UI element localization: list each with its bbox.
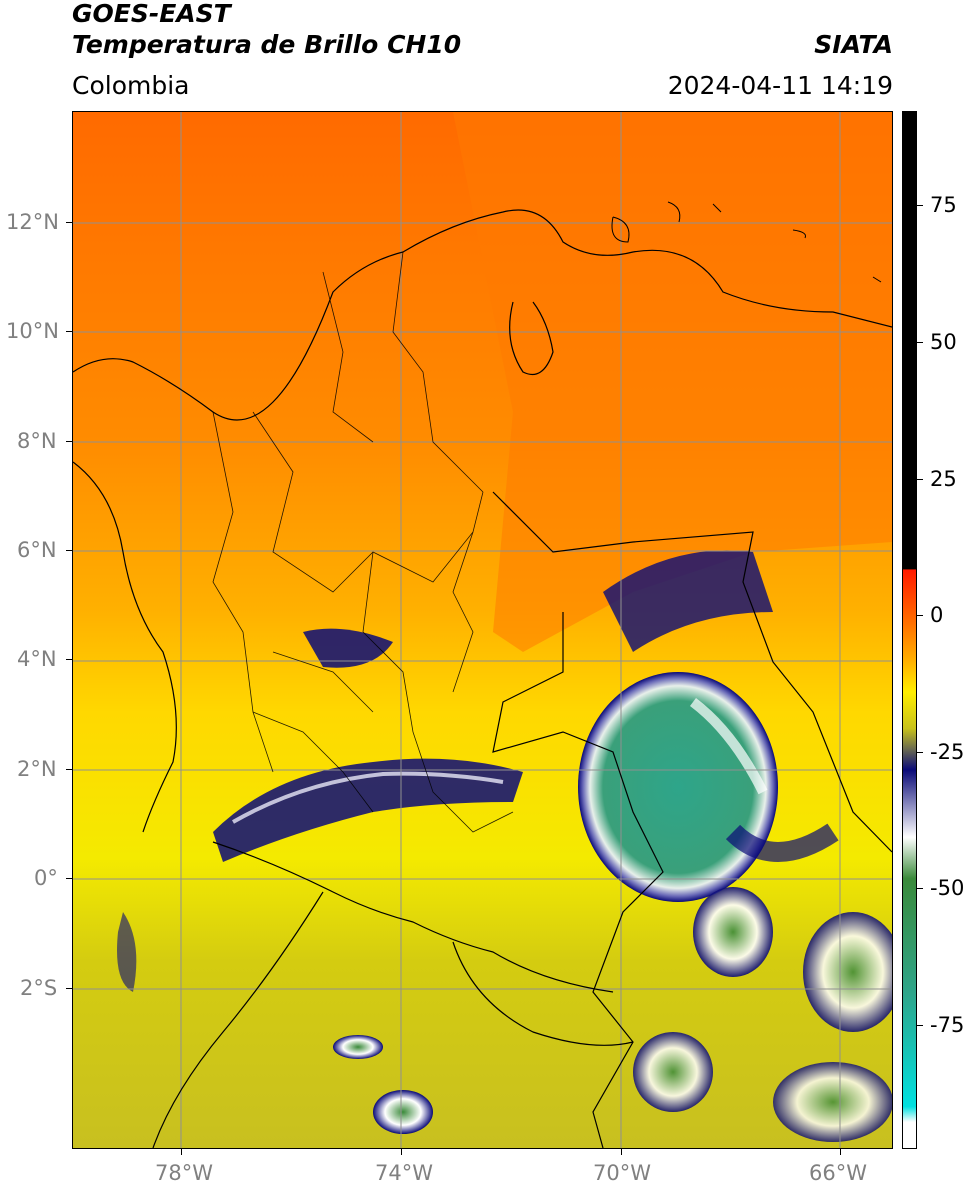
lat-label: 10°N	[6, 319, 59, 343]
source-label: SIATA	[814, 30, 893, 59]
lon-label: 74°W	[375, 1161, 433, 1185]
lat-label: 6°N	[17, 538, 57, 562]
colorbar-tick	[917, 752, 923, 753]
lat-tick-mark	[66, 659, 72, 660]
lat-tick-mark	[66, 769, 72, 770]
colorbar-tick	[917, 1025, 923, 1026]
lat-tick-mark	[66, 331, 72, 332]
lat-tick-mark	[66, 878, 72, 879]
colorbar-tick	[917, 888, 923, 889]
lat-label: 4°N	[17, 647, 57, 671]
title-product: Temperatura de Brillo CH10	[72, 30, 462, 59]
colorbar-label: 50	[930, 330, 957, 354]
lon-label: 78°W	[155, 1161, 213, 1185]
region-label: Colombia	[72, 71, 190, 100]
lat-tick-mark	[66, 988, 72, 989]
lat-label: 12°N	[6, 210, 59, 234]
colorbar-tick	[917, 615, 923, 616]
lat-tick-mark	[66, 441, 72, 442]
lat-tick-mark	[66, 222, 72, 223]
timestamp-label: 2024-04-11 14:19	[667, 71, 893, 100]
colorbar-label: 0	[930, 603, 944, 627]
colorbar-label: -50	[930, 876, 965, 900]
lon-label: 66°W	[809, 1161, 867, 1185]
colorbar-label: 25	[930, 467, 957, 491]
title-satellite: GOES-EAST	[72, 0, 231, 28]
colorbar-tick	[917, 205, 923, 206]
colorbar-tick	[917, 342, 923, 343]
temperature-colorbar	[902, 111, 917, 1149]
lon-label: 70°W	[593, 1161, 651, 1185]
lon-tick-mark	[840, 1149, 841, 1155]
lat-label: 2°N	[17, 757, 57, 781]
lon-tick-mark	[181, 1149, 182, 1155]
satellite-map	[72, 111, 893, 1149]
lon-tick-mark	[621, 1149, 622, 1155]
colorbar-tick	[917, 479, 923, 480]
lat-label: 8°N	[17, 429, 57, 453]
lat-label: 0°	[34, 866, 58, 890]
colorbar-label: -75	[930, 1013, 965, 1037]
colorbar-label: 75	[930, 193, 957, 217]
lon-tick-mark	[401, 1149, 402, 1155]
lat-tick-mark	[66, 550, 72, 551]
colorbar-label: -25	[930, 740, 965, 764]
lat-label: 2°S	[20, 976, 58, 1000]
